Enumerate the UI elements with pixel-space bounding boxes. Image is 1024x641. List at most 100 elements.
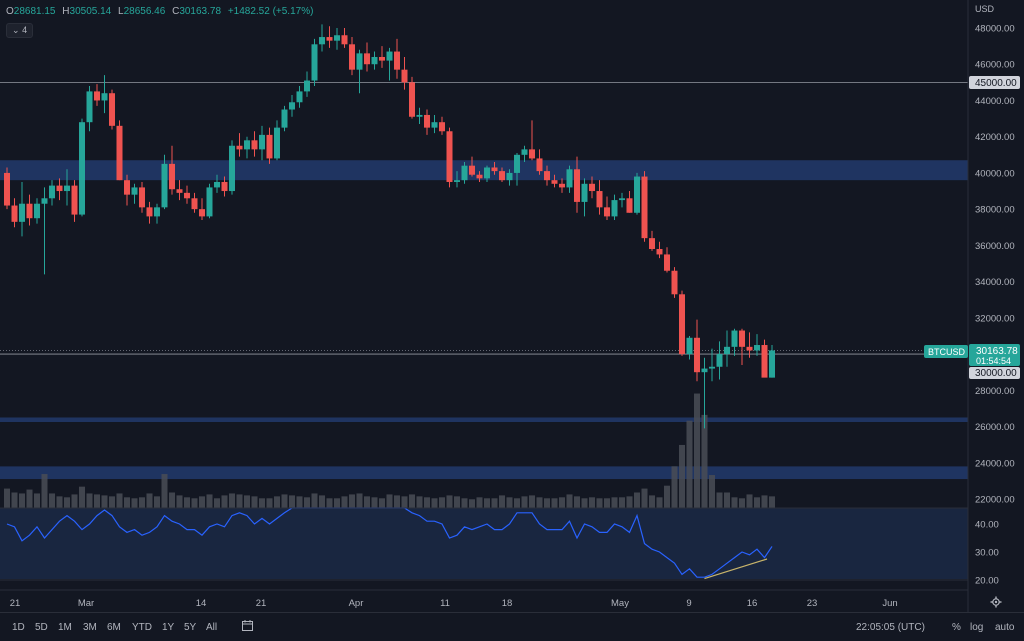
candle-body[interactable] bbox=[491, 167, 498, 172]
candle-body[interactable] bbox=[11, 205, 18, 222]
candle-body[interactable] bbox=[551, 180, 558, 184]
candle-body[interactable] bbox=[311, 44, 318, 81]
candle-body[interactable] bbox=[679, 294, 685, 355]
candle-body[interactable] bbox=[386, 51, 393, 61]
candle-body[interactable] bbox=[634, 176, 640, 213]
timeframe-all[interactable]: All bbox=[206, 622, 218, 633]
candle-body[interactable] bbox=[221, 181, 228, 192]
candle-body[interactable] bbox=[371, 56, 378, 65]
candle-body[interactable] bbox=[49, 185, 55, 199]
candle-body[interactable] bbox=[199, 209, 205, 217]
candle-body[interactable] bbox=[41, 198, 48, 204]
time-axis[interactable]: 21 Mar 14 21 Apr 11 18 May 9 16 23 Jun bbox=[10, 598, 898, 609]
candle-body[interactable] bbox=[191, 198, 198, 210]
candle-body[interactable] bbox=[566, 169, 573, 188]
candle-body[interactable] bbox=[251, 140, 258, 150]
candle-body[interactable] bbox=[626, 198, 633, 213]
candle-body[interactable] bbox=[364, 53, 370, 65]
candle-body[interactable] bbox=[469, 165, 475, 175]
candle-body[interactable] bbox=[26, 203, 33, 219]
candle-body[interactable] bbox=[116, 125, 123, 181]
candle-body[interactable] bbox=[34, 203, 40, 219]
candle-body[interactable] bbox=[401, 69, 408, 83]
candle-body[interactable] bbox=[424, 114, 430, 128]
candle-body[interactable] bbox=[499, 171, 505, 181]
candle-body[interactable] bbox=[236, 145, 243, 150]
candle-body[interactable] bbox=[64, 185, 70, 192]
timeframe-3m[interactable]: 3M bbox=[83, 622, 97, 633]
candle-body[interactable] bbox=[724, 346, 730, 355]
candle-body[interactable] bbox=[341, 35, 348, 45]
candle-body[interactable] bbox=[86, 91, 93, 123]
candle-body[interactable] bbox=[731, 330, 738, 347]
candle-body[interactable] bbox=[619, 198, 625, 201]
candle-body[interactable] bbox=[431, 122, 438, 128]
candle-body[interactable] bbox=[379, 56, 385, 61]
candle-body[interactable] bbox=[304, 80, 310, 92]
candle-body[interactable] bbox=[514, 154, 520, 173]
candle-body[interactable] bbox=[289, 102, 295, 110]
candle-body[interactable] bbox=[281, 109, 288, 128]
candle-body[interactable] bbox=[769, 350, 775, 378]
timeframe-1d[interactable]: 1D bbox=[12, 622, 25, 633]
candle-body[interactable] bbox=[409, 82, 415, 117]
candle-body[interactable] bbox=[716, 354, 723, 367]
candle-body[interactable] bbox=[604, 207, 610, 217]
candle-body[interactable] bbox=[656, 249, 663, 255]
candle-body[interactable] bbox=[154, 207, 160, 217]
candle-body[interactable] bbox=[124, 180, 130, 195]
candle-body[interactable] bbox=[739, 330, 745, 347]
candle-body[interactable] bbox=[746, 346, 753, 351]
candle-body[interactable] bbox=[581, 183, 588, 202]
candle-body[interactable] bbox=[319, 37, 325, 45]
candle-body[interactable] bbox=[484, 167, 490, 179]
candle-body[interactable] bbox=[109, 93, 115, 126]
price-axis[interactable]: 48000.00 46000.00 44000.00 42000.00 40000.00… bbox=[975, 24, 1015, 506]
candle-body[interactable] bbox=[439, 122, 445, 132]
candle-body[interactable] bbox=[416, 114, 423, 117]
candle-body[interactable] bbox=[274, 127, 280, 159]
timeframe-5d[interactable]: 5D bbox=[35, 622, 48, 633]
candle-body[interactable] bbox=[56, 185, 63, 192]
candle-body[interactable] bbox=[611, 200, 618, 217]
candle-body[interactable] bbox=[506, 172, 513, 181]
candle-body[interactable] bbox=[461, 165, 468, 181]
candle-body[interactable] bbox=[649, 238, 655, 250]
candle-body[interactable] bbox=[529, 149, 535, 159]
candle-body[interactable] bbox=[4, 172, 10, 206]
candle-body[interactable] bbox=[671, 270, 678, 295]
candle-body[interactable] bbox=[701, 368, 708, 373]
candle-body[interactable] bbox=[544, 171, 550, 181]
candle-body[interactable] bbox=[214, 181, 220, 188]
candle-body[interactable] bbox=[641, 176, 648, 239]
candle-body[interactable] bbox=[709, 366, 715, 369]
candle-body[interactable] bbox=[139, 187, 145, 208]
candle-body[interactable] bbox=[476, 174, 483, 179]
candle-body[interactable] bbox=[169, 163, 175, 190]
candles[interactable] bbox=[4, 24, 775, 429]
candle-body[interactable] bbox=[266, 134, 273, 159]
candle-body[interactable] bbox=[161, 163, 168, 208]
candle-body[interactable] bbox=[176, 189, 183, 193]
log-scale-toggle[interactable]: log bbox=[970, 622, 984, 633]
timeframe-1y[interactable]: 1Y bbox=[162, 622, 175, 633]
candle-body[interactable] bbox=[356, 53, 363, 70]
timeframe-ytd[interactable]: YTD bbox=[132, 622, 152, 633]
candle-body[interactable] bbox=[296, 91, 303, 103]
candle-body[interactable] bbox=[71, 185, 78, 215]
indicator-collapse-toggle[interactable]: ⌄ 4 bbox=[6, 23, 34, 38]
candle-body[interactable] bbox=[454, 180, 460, 182]
utc-clock[interactable]: 22:05:05 (UTC) bbox=[856, 622, 925, 633]
candle-body[interactable] bbox=[229, 145, 235, 192]
candle-body[interactable] bbox=[94, 91, 100, 101]
percent-scale-toggle[interactable]: % bbox=[952, 622, 961, 633]
candle-body[interactable] bbox=[334, 35, 340, 41]
candle-body[interactable] bbox=[206, 187, 213, 217]
candle-body[interactable] bbox=[326, 37, 333, 41]
candle-body[interactable] bbox=[244, 140, 250, 150]
candle-body[interactable] bbox=[574, 169, 580, 202]
candle-body[interactable] bbox=[686, 337, 693, 355]
candle-body[interactable] bbox=[19, 203, 25, 222]
timeframe-1m[interactable]: 1M bbox=[58, 622, 72, 633]
candle-body[interactable] bbox=[259, 134, 265, 150]
